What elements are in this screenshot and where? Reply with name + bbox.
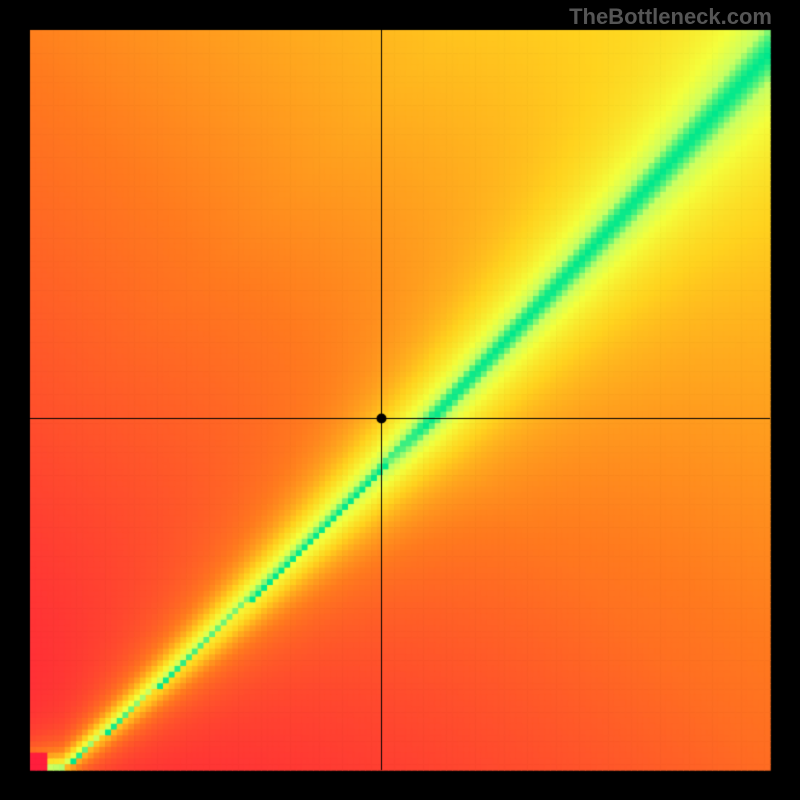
- bottleneck-heatmap: [0, 0, 800, 800]
- watermark-text: TheBottleneck.com: [569, 4, 772, 30]
